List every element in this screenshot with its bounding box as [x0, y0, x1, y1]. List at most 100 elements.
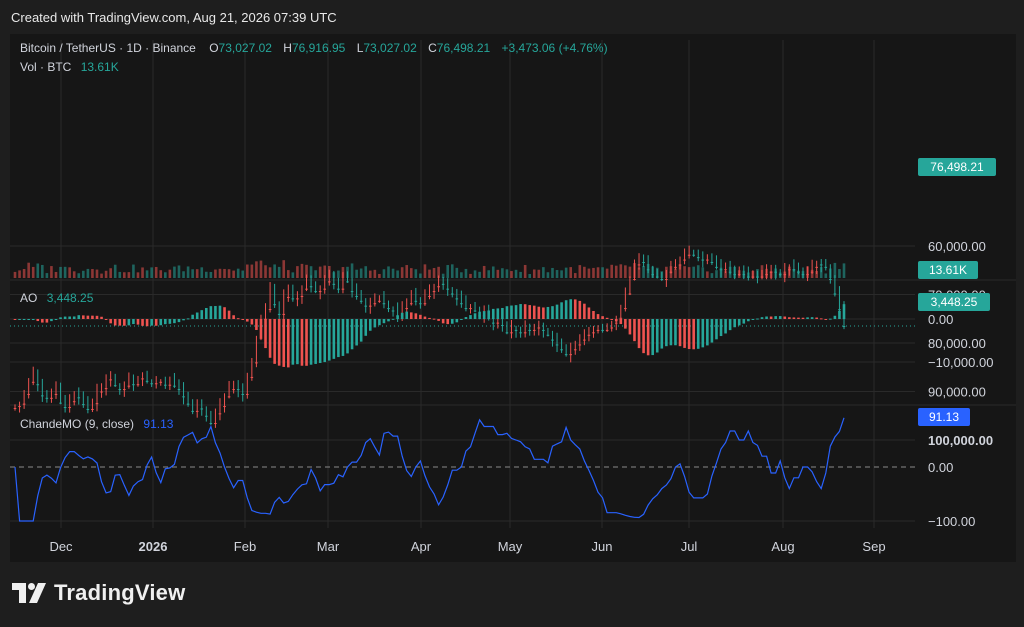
- volume-bar: [186, 266, 190, 278]
- candle-body: [583, 339, 586, 341]
- chandemo-label[interactable]: ChandeMO (9, close): [20, 417, 134, 431]
- ao-bar: [41, 319, 44, 323]
- candle-body: [277, 313, 281, 315]
- candle-body: [191, 410, 194, 412]
- ao-bar: [104, 319, 108, 320]
- candle-body: [783, 274, 787, 276]
- candle-body: [496, 322, 500, 324]
- volume-bar: [72, 271, 76, 278]
- ao-label[interactable]: AO: [20, 291, 37, 305]
- volume-bar: [154, 266, 158, 278]
- ao-bar: [22, 319, 26, 320]
- ao-bar: [309, 319, 313, 365]
- chandemo-series: [14, 417, 845, 522]
- candle-body: [109, 379, 112, 381]
- ao-bar: [460, 319, 463, 320]
- ao-bar: [373, 319, 377, 328]
- volume-bar: [842, 263, 846, 278]
- ao-bar: [300, 319, 304, 366]
- candle-body: [31, 381, 35, 383]
- candle-body: [801, 274, 805, 276]
- candle-body: [305, 288, 308, 290]
- ao-bar: [446, 319, 450, 325]
- ao-bar: [496, 308, 500, 319]
- ao-bar: [742, 319, 746, 324]
- volume-bar: [592, 267, 595, 278]
- ao-bar: [136, 319, 140, 325]
- ao-bar: [282, 319, 286, 367]
- candle-body: [195, 410, 199, 412]
- ao-bar: [291, 319, 295, 365]
- candle-body: [514, 329, 518, 331]
- ao-bar: [378, 319, 381, 326]
- symbol-title[interactable]: Bitcoin / TetherUS · 1D · Binance: [20, 41, 196, 55]
- volume-bar: [678, 265, 682, 278]
- candle-body: [209, 423, 213, 425]
- candle-body: [104, 388, 108, 390]
- volume-bar: [824, 273, 828, 278]
- volume-bar: [368, 270, 372, 278]
- x-tick-label: 2026: [139, 539, 168, 554]
- ao-bar: [692, 319, 695, 350]
- candle-body: [59, 402, 62, 404]
- price-tick-label: 90,000.00: [928, 385, 986, 400]
- volume-bar: [537, 269, 541, 278]
- candle-body: [164, 384, 167, 386]
- ao-bar: [674, 319, 677, 346]
- volume-bar: [464, 268, 468, 278]
- volume-bar: [692, 266, 695, 278]
- volume-bar: [159, 270, 163, 278]
- volume-bar: [715, 270, 718, 278]
- volume-bar: [701, 267, 705, 278]
- volume-bar: [100, 273, 103, 278]
- chandemo-tick-label: −100.00: [928, 514, 975, 529]
- volume-bar: [214, 269, 217, 278]
- candle-body: [409, 303, 413, 305]
- candle-body: [660, 278, 664, 280]
- ao-bar: [109, 319, 112, 324]
- volume-bar: [63, 266, 67, 278]
- ao-bar: [801, 317, 805, 319]
- candle-body: [159, 381, 163, 383]
- ao-bar: [428, 317, 431, 319]
- volume-bar: [400, 267, 404, 278]
- last-price-badge-text: 76,498.21: [930, 160, 984, 174]
- candle-body: [332, 283, 336, 285]
- candle-body: [291, 298, 295, 300]
- ao-bar: [728, 319, 732, 331]
- volume-bar: [446, 265, 450, 278]
- ao-bar: [651, 319, 654, 356]
- ao-bar: [423, 316, 427, 319]
- ao-bar: [59, 317, 62, 319]
- volume-bar: [22, 268, 26, 278]
- volume-bar: [54, 271, 58, 278]
- volume-bar: [482, 265, 486, 278]
- tradingview-logo[interactable]: TradingView: [12, 580, 185, 606]
- volume-bar: [710, 273, 714, 278]
- volume-bar: [505, 269, 509, 278]
- candle-body: [341, 288, 345, 290]
- ao-bar: [610, 319, 613, 320]
- ao-bar: [719, 319, 723, 337]
- close-label: C: [428, 41, 437, 55]
- volume-label[interactable]: Vol · BTC: [20, 60, 72, 74]
- volume-bar: [227, 269, 231, 278]
- volume-bar: [41, 264, 44, 278]
- candle-body: [537, 327, 541, 329]
- chart-panel[interactable]: [10, 34, 1016, 562]
- price-tick-label: 80,000.00: [928, 336, 986, 351]
- svg-text:Bitcoin / TetherUS · 1D · Bina: Bitcoin / TetherUS · 1D · Binance O73,02…: [20, 41, 608, 55]
- ao-bar: [246, 319, 249, 322]
- volume-bar: [491, 266, 495, 278]
- ao-bar: [833, 315, 837, 319]
- ao-bar: [774, 316, 777, 319]
- ao-bar: [683, 319, 686, 348]
- ao-bar: [769, 316, 773, 319]
- x-tick-label: May: [498, 539, 523, 554]
- candle-body: [318, 291, 322, 293]
- ao-bar: [173, 319, 176, 324]
- volume-bar: [241, 270, 245, 278]
- candle-body: [450, 293, 454, 295]
- volume-bar: [259, 260, 263, 278]
